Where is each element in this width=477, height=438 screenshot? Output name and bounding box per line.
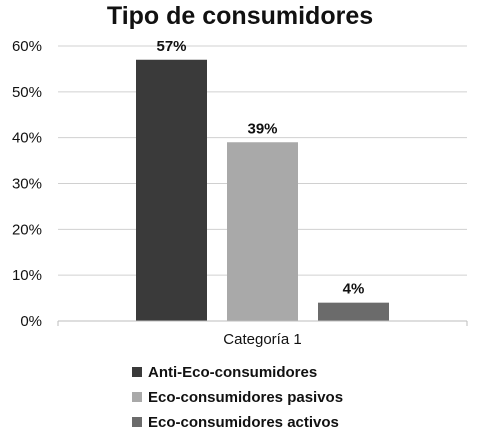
bar	[136, 59, 207, 321]
legend-label: Eco-consumidores pasivos	[148, 389, 343, 406]
data-label: 57%	[156, 38, 186, 55]
legend-label: Eco-consumidores activos	[148, 414, 339, 431]
legend-swatch	[132, 367, 142, 377]
y-tick-label: 20%	[12, 221, 42, 238]
bars	[136, 59, 389, 321]
y-tick-label: 50%	[12, 84, 42, 101]
y-tick-label: 40%	[12, 130, 42, 147]
data-label: 4%	[343, 281, 365, 298]
data-labels: 57% 39% 4%	[156, 38, 364, 298]
y-tick-label: 60%	[12, 38, 42, 55]
bar	[318, 302, 389, 321]
y-tick-label: 30%	[12, 176, 42, 193]
legend: Anti-Eco-consumidores Eco-consumidores pa…	[132, 364, 343, 431]
y-tick-label: 0%	[20, 313, 42, 330]
bar	[227, 142, 298, 321]
x-axis: Categoría 1	[57, 320, 468, 348]
data-label: 39%	[247, 120, 277, 137]
y-axis-ticks: 0% 10% 20% 30% 40% 50% 60%	[12, 38, 42, 330]
legend-swatch	[132, 392, 142, 402]
y-tick-label: 10%	[12, 267, 42, 284]
chart-title: Tipo de consumidores	[107, 2, 373, 30]
legend-swatch	[132, 417, 142, 427]
x-category-label: Categoría 1	[223, 331, 301, 348]
legend-label: Anti-Eco-consumidores	[148, 364, 317, 381]
